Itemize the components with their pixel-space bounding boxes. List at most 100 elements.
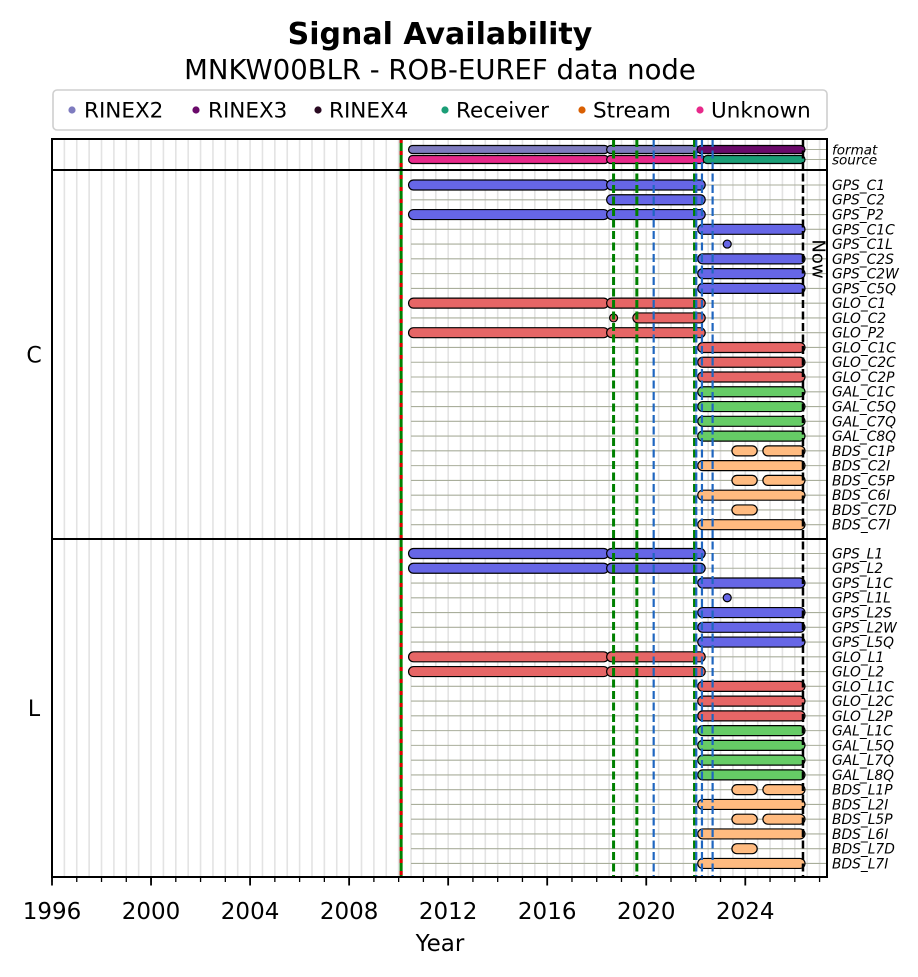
availability-bar bbox=[697, 828, 806, 840]
availability-bar bbox=[697, 606, 806, 619]
row-label: GPS_C2S bbox=[832, 252, 894, 268]
row-label: GAL_C7Q bbox=[832, 414, 896, 430]
row-label: BDS_C6I bbox=[832, 488, 890, 504]
legend-item-rinex4: RINEX4 bbox=[314, 99, 408, 124]
row-label: GPS_P2 bbox=[832, 208, 884, 224]
availability-bar bbox=[606, 179, 706, 191]
legend-item-stream: Stream bbox=[578, 99, 671, 124]
availability-bar bbox=[606, 297, 706, 309]
availability-bar bbox=[697, 282, 806, 294]
legend-marker-icon bbox=[441, 106, 449, 114]
row-label: source bbox=[832, 152, 877, 168]
legend-label: RINEX2 bbox=[84, 99, 163, 124]
availability-bar bbox=[407, 179, 610, 191]
legend: RINEX2 RINEX3 RINEX4 Receiver Stream Unk… bbox=[52, 89, 828, 131]
x-tick-label: 2016 bbox=[518, 899, 577, 925]
availability-bar bbox=[697, 460, 806, 472]
data-point bbox=[722, 593, 732, 603]
chart-subtitle: MNKW00BLR - ROB-EUREF data node bbox=[184, 54, 696, 86]
row-label: BDS_C5P bbox=[832, 473, 895, 489]
row-label: GLO_L2 bbox=[832, 665, 884, 681]
availability-bar bbox=[606, 665, 706, 678]
row-label: GPS_C1 bbox=[832, 178, 885, 194]
availability-bar bbox=[407, 208, 610, 221]
availability-bar bbox=[697, 636, 806, 648]
availability-bar bbox=[606, 208, 706, 221]
availability-bar bbox=[731, 784, 758, 796]
row-label: GPS_L5Q bbox=[832, 635, 894, 651]
availability-bar bbox=[697, 695, 806, 707]
legend-marker-icon bbox=[696, 106, 704, 114]
legend-label: RINEX3 bbox=[208, 99, 287, 124]
plot-border bbox=[51, 138, 828, 878]
availability-bar bbox=[697, 430, 806, 442]
x-tick-label: 2004 bbox=[221, 899, 280, 925]
legend-label: Unknown bbox=[711, 99, 811, 124]
availability-bar bbox=[697, 577, 806, 589]
row-label: GPS_C2W bbox=[832, 267, 900, 283]
availability-bars bbox=[407, 144, 806, 870]
row-label: GLO_C2 bbox=[832, 311, 886, 327]
availability-bar bbox=[407, 665, 610, 678]
row-label: GAL_L8Q bbox=[832, 768, 894, 784]
legend-label: Receiver bbox=[456, 99, 549, 124]
data-point bbox=[722, 239, 732, 249]
x-tick-label: 2000 bbox=[122, 899, 181, 925]
row-label: BDS_C1P bbox=[832, 444, 895, 460]
availability-bar bbox=[697, 223, 806, 235]
now-label: Now bbox=[808, 239, 829, 278]
row-label: GAL_C8Q bbox=[832, 429, 896, 445]
row-label: GAL_C5Q bbox=[832, 400, 896, 416]
availability-bar bbox=[407, 547, 610, 560]
availability-bar bbox=[697, 769, 806, 781]
availability-bar bbox=[606, 327, 706, 339]
availability-bar bbox=[731, 843, 758, 855]
row-label: GLO_L2C bbox=[832, 694, 894, 710]
availability-bar bbox=[697, 400, 806, 413]
row-label: GPS_L2W bbox=[832, 620, 898, 636]
row-label: GPS_C1L bbox=[832, 237, 893, 253]
legend-item-unknown: Unknown bbox=[696, 99, 811, 124]
row-label: GLO_C2C bbox=[832, 355, 896, 371]
availability-bar bbox=[697, 754, 806, 766]
availability-bar bbox=[407, 297, 610, 309]
row-label: GAL_L7Q bbox=[832, 753, 894, 769]
row-label: GAL_L1C bbox=[832, 724, 893, 740]
section-label: L bbox=[28, 697, 41, 722]
row-label: GLO_P2 bbox=[832, 326, 885, 342]
availability-bar bbox=[697, 798, 806, 811]
legend-marker-icon bbox=[314, 106, 322, 114]
availability-bar bbox=[407, 327, 610, 339]
legend-marker-icon bbox=[68, 106, 76, 114]
row-label: GAL_C1C bbox=[832, 385, 895, 401]
row-label: BDS_L7I bbox=[832, 856, 888, 872]
availability-bar bbox=[606, 194, 706, 206]
availability-bar bbox=[606, 562, 706, 574]
availability-bar bbox=[762, 813, 806, 825]
row-label: GPS_C2 bbox=[832, 193, 885, 209]
row-label: BDS_C2I bbox=[832, 459, 890, 475]
availability-bar bbox=[407, 562, 610, 574]
availability-bar bbox=[697, 489, 806, 501]
row-label: GLO_C2P bbox=[832, 370, 895, 386]
row-label: GLO_L1 bbox=[832, 650, 884, 666]
row-label: GPS_L1 bbox=[832, 546, 883, 562]
availability-bar bbox=[697, 725, 806, 737]
availability-bar bbox=[697, 739, 806, 751]
legend-marker-icon bbox=[192, 106, 200, 114]
row-label: BDS_C7I bbox=[832, 518, 890, 534]
legend-item-rinex2: RINEX2 bbox=[68, 99, 163, 124]
availability-bar bbox=[762, 784, 806, 796]
row-label: GLO_L1C bbox=[832, 679, 894, 695]
x-tick-label: 1996 bbox=[23, 899, 82, 925]
legend-frame bbox=[52, 89, 828, 131]
row-label: GAL_L5Q bbox=[832, 738, 894, 754]
section-label: C bbox=[26, 344, 41, 369]
row-label: BDS_L5P bbox=[832, 812, 893, 828]
availability-bar bbox=[697, 268, 806, 280]
row-label: GLO_C1C bbox=[832, 340, 896, 356]
row-label: BDS_L7D bbox=[832, 842, 895, 858]
row-label: BDS_C7D bbox=[832, 503, 897, 519]
availability-bar bbox=[697, 415, 806, 427]
availability-bar bbox=[697, 519, 806, 531]
